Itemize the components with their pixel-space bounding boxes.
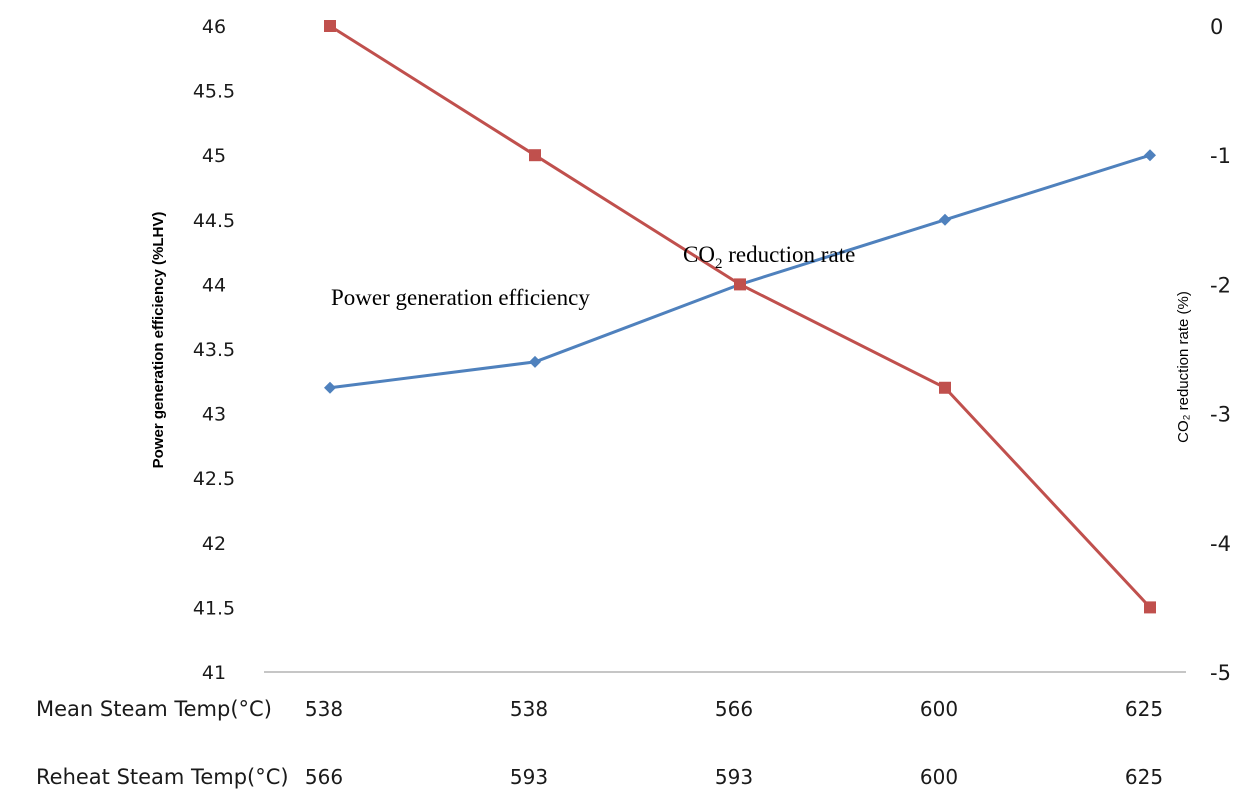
right-axis-label: CO₂ reduction rate (%) xyxy=(1175,291,1192,443)
left-tick-label: 44 xyxy=(202,274,226,296)
power-generation-efficiency-point xyxy=(324,381,336,394)
x-tick-label: 566 xyxy=(715,697,753,721)
x-tick-label: 625 xyxy=(1125,765,1163,789)
right-tick-label: -2 xyxy=(1210,273,1231,297)
power-generation-efficiency-point xyxy=(1144,149,1156,162)
x-tick-label: 600 xyxy=(920,697,958,721)
x-row-label: Reheat Steam Temp(°C) xyxy=(36,765,289,789)
left-tick-label: 43 xyxy=(202,404,226,426)
x-tick-label: 538 xyxy=(510,697,548,721)
series-group xyxy=(324,20,1156,614)
co2-reduction-rate-point xyxy=(324,20,336,32)
x-tick-label: 593 xyxy=(510,765,548,789)
right-tick-label: -5 xyxy=(1210,661,1231,685)
left-tick-label: 41.5 xyxy=(193,597,235,619)
co2-reduction-rate-point xyxy=(529,149,541,162)
left-axis-ticks: 41 41.5 42 42.5 43 43.5 44 44.5 45 45.5 46 xyxy=(193,16,235,684)
left-tick-label: 46 xyxy=(202,16,226,38)
left-tick-label: 41 xyxy=(202,662,226,684)
right-tick-label: -1 xyxy=(1210,144,1231,168)
right-tick-label: -3 xyxy=(1210,403,1231,427)
left-tick-label: 45.5 xyxy=(193,81,235,103)
left-tick-label: 43.5 xyxy=(193,339,235,361)
left-tick-label: 45 xyxy=(202,145,226,167)
power-generation-efficiency-line xyxy=(329,153,1151,390)
right-tick-label: -4 xyxy=(1210,532,1231,556)
co2-reduction-rate-line xyxy=(329,24,1152,609)
co2-reduction-rate-point xyxy=(1144,601,1156,614)
x-tick-label: 566 xyxy=(305,765,343,789)
x-tick-label: 600 xyxy=(920,765,958,789)
left-axis-label: Power generation efficiency (%LHV) xyxy=(150,212,167,469)
co2-annotation: CO2 reduction rate xyxy=(683,242,855,272)
right-tick-label: 0 xyxy=(1210,15,1223,39)
right-axis-ticks: 0 -1 -2 -3 -4 -5 xyxy=(1210,15,1231,685)
x-category-rows: Mean Steam Temp(°C) 538 538 566 600 625 Reheat… xyxy=(36,697,1163,789)
x-tick-label: 625 xyxy=(1125,697,1163,721)
efficiency-annotation: Power generation efficiency xyxy=(331,285,590,310)
power-generation-efficiency-point xyxy=(529,355,541,368)
co2-reduction-rate-point xyxy=(939,381,951,394)
x-row-label: Mean Steam Temp(°C) xyxy=(36,697,272,721)
x-tick-label: 593 xyxy=(715,765,753,789)
left-tick-label: 42 xyxy=(202,533,226,555)
x-tick-label: 538 xyxy=(305,697,343,721)
co2-reduction-rate-point xyxy=(734,278,746,291)
left-tick-label: 44.5 xyxy=(193,210,235,232)
left-tick-label: 42.5 xyxy=(193,468,235,490)
power-generation-efficiency-point xyxy=(939,213,951,226)
